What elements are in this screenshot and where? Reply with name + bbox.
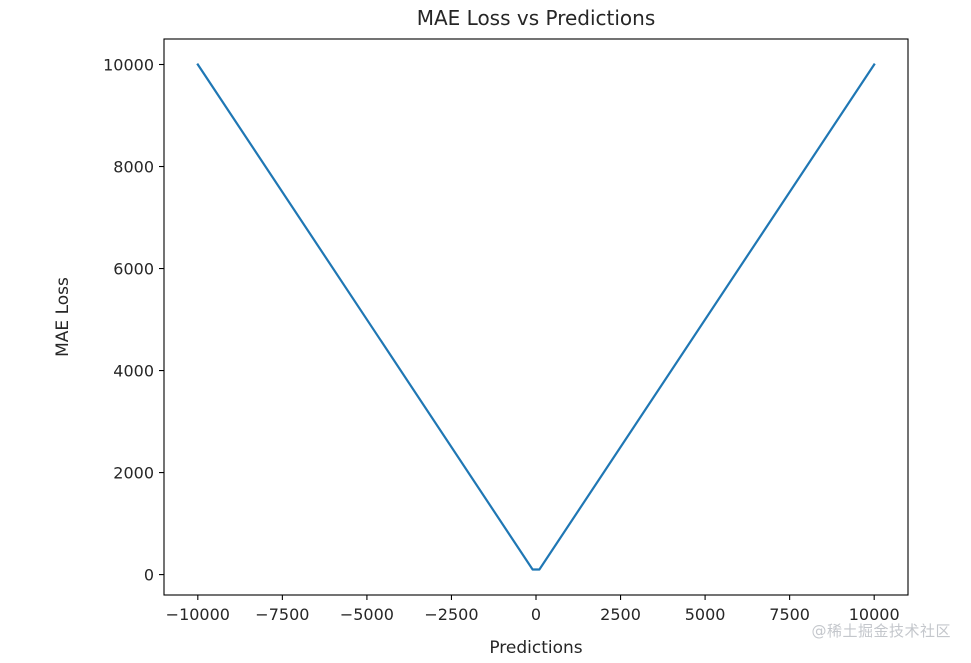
x-tick-label: 7500 [769,605,810,624]
y-tick-label: 0 [144,566,154,585]
y-tick-label: 6000 [113,260,154,279]
y-tick-label: 8000 [113,158,154,177]
x-tick-label: 5000 [685,605,726,624]
x-tick-label: 2500 [600,605,641,624]
x-tick-label: −10000 [166,605,230,624]
x-tick-label: 10000 [849,605,900,624]
y-axis-label: MAE Loss [53,277,73,357]
x-axis-label: Predictions [489,638,582,658]
series-line-0 [196,62,876,571]
y-tick-label: 4000 [113,362,154,381]
watermark: @稀土掘金技术社区 [811,622,951,640]
chart-title: MAE Loss vs Predictions [417,6,656,30]
x-tick-label: −7500 [255,605,309,624]
y-tick-label: 2000 [113,464,154,483]
y-tick-label: 10000 [103,56,154,75]
x-tick-label: 0 [531,605,541,624]
x-tick-label: −5000 [340,605,394,624]
x-tick-label: −2500 [424,605,478,624]
plot-area: −10000 −7500 −5000 −2500 0 2500 5000 7500 10000 0… [103,38,909,624]
axes-frame [163,38,909,596]
